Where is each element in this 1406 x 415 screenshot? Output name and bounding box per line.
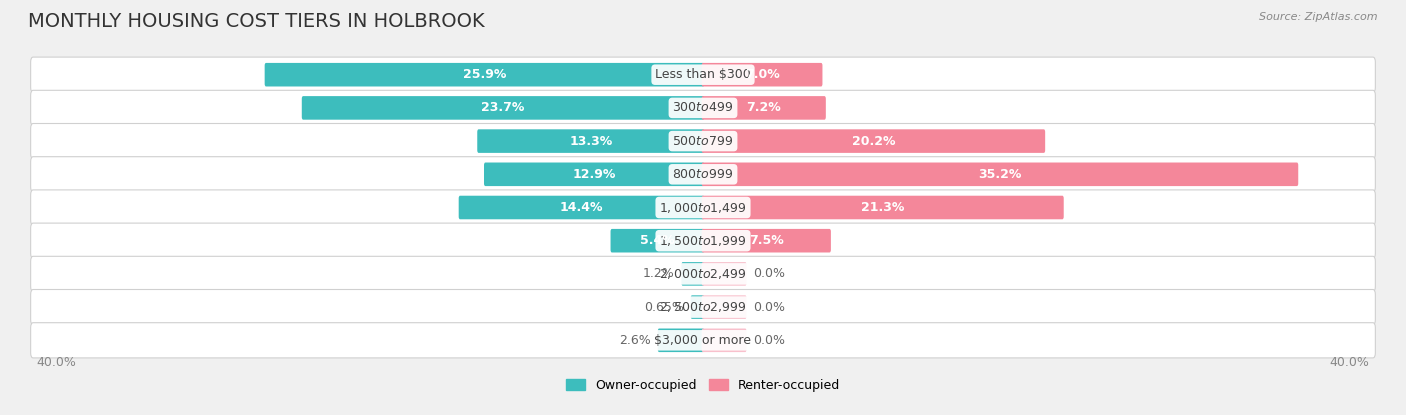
FancyBboxPatch shape	[702, 229, 831, 252]
FancyBboxPatch shape	[702, 129, 1045, 153]
Text: 12.9%: 12.9%	[572, 168, 616, 181]
FancyBboxPatch shape	[302, 96, 704, 120]
Text: 21.3%: 21.3%	[860, 201, 904, 214]
FancyBboxPatch shape	[702, 63, 823, 86]
Text: $500 to $799: $500 to $799	[672, 134, 734, 148]
Text: 20.2%: 20.2%	[852, 134, 896, 148]
FancyBboxPatch shape	[702, 295, 747, 319]
Text: Less than $300: Less than $300	[655, 68, 751, 81]
FancyBboxPatch shape	[702, 262, 747, 286]
Text: 0.0%: 0.0%	[754, 300, 786, 314]
FancyBboxPatch shape	[702, 163, 1298, 186]
FancyBboxPatch shape	[31, 323, 1375, 358]
Text: 2.6%: 2.6%	[619, 334, 651, 347]
Text: 0.0%: 0.0%	[754, 334, 786, 347]
FancyBboxPatch shape	[702, 96, 825, 120]
FancyBboxPatch shape	[658, 329, 704, 352]
Legend: Owner-occupied, Renter-occupied: Owner-occupied, Renter-occupied	[561, 374, 845, 397]
FancyBboxPatch shape	[484, 163, 704, 186]
Text: $1,500 to $1,999: $1,500 to $1,999	[659, 234, 747, 248]
Text: $1,000 to $1,499: $1,000 to $1,499	[659, 200, 747, 215]
Text: $2,500 to $2,999: $2,500 to $2,999	[659, 300, 747, 314]
Text: 14.4%: 14.4%	[560, 201, 603, 214]
FancyBboxPatch shape	[31, 223, 1375, 258]
Text: $800 to $999: $800 to $999	[672, 168, 734, 181]
Text: 7.5%: 7.5%	[749, 234, 783, 247]
Text: 0.65%: 0.65%	[644, 300, 683, 314]
FancyBboxPatch shape	[682, 262, 704, 286]
Text: $3,000 or more: $3,000 or more	[655, 334, 751, 347]
FancyBboxPatch shape	[702, 329, 747, 352]
FancyBboxPatch shape	[31, 157, 1375, 192]
Text: 7.0%: 7.0%	[745, 68, 779, 81]
Text: 13.3%: 13.3%	[569, 134, 613, 148]
FancyBboxPatch shape	[31, 90, 1375, 125]
Text: 23.7%: 23.7%	[481, 101, 524, 115]
FancyBboxPatch shape	[31, 57, 1375, 92]
FancyBboxPatch shape	[31, 290, 1375, 325]
FancyBboxPatch shape	[31, 256, 1375, 291]
FancyBboxPatch shape	[477, 129, 704, 153]
FancyBboxPatch shape	[458, 196, 704, 219]
Text: 1.2%: 1.2%	[643, 267, 675, 281]
FancyBboxPatch shape	[31, 124, 1375, 159]
Text: MONTHLY HOUSING COST TIERS IN HOLBROOK: MONTHLY HOUSING COST TIERS IN HOLBROOK	[28, 12, 485, 32]
Text: $2,000 to $2,499: $2,000 to $2,499	[659, 267, 747, 281]
Text: 35.2%: 35.2%	[979, 168, 1022, 181]
FancyBboxPatch shape	[690, 295, 704, 319]
Text: $300 to $499: $300 to $499	[672, 101, 734, 115]
FancyBboxPatch shape	[610, 229, 704, 252]
Text: 7.2%: 7.2%	[747, 101, 782, 115]
FancyBboxPatch shape	[264, 63, 704, 86]
Text: 40.0%: 40.0%	[1330, 356, 1369, 369]
FancyBboxPatch shape	[702, 196, 1064, 219]
Text: 25.9%: 25.9%	[463, 68, 506, 81]
Text: Source: ZipAtlas.com: Source: ZipAtlas.com	[1260, 12, 1378, 22]
Text: 5.4%: 5.4%	[640, 234, 675, 247]
Text: 0.0%: 0.0%	[754, 267, 786, 281]
Text: 40.0%: 40.0%	[37, 356, 76, 369]
FancyBboxPatch shape	[31, 190, 1375, 225]
